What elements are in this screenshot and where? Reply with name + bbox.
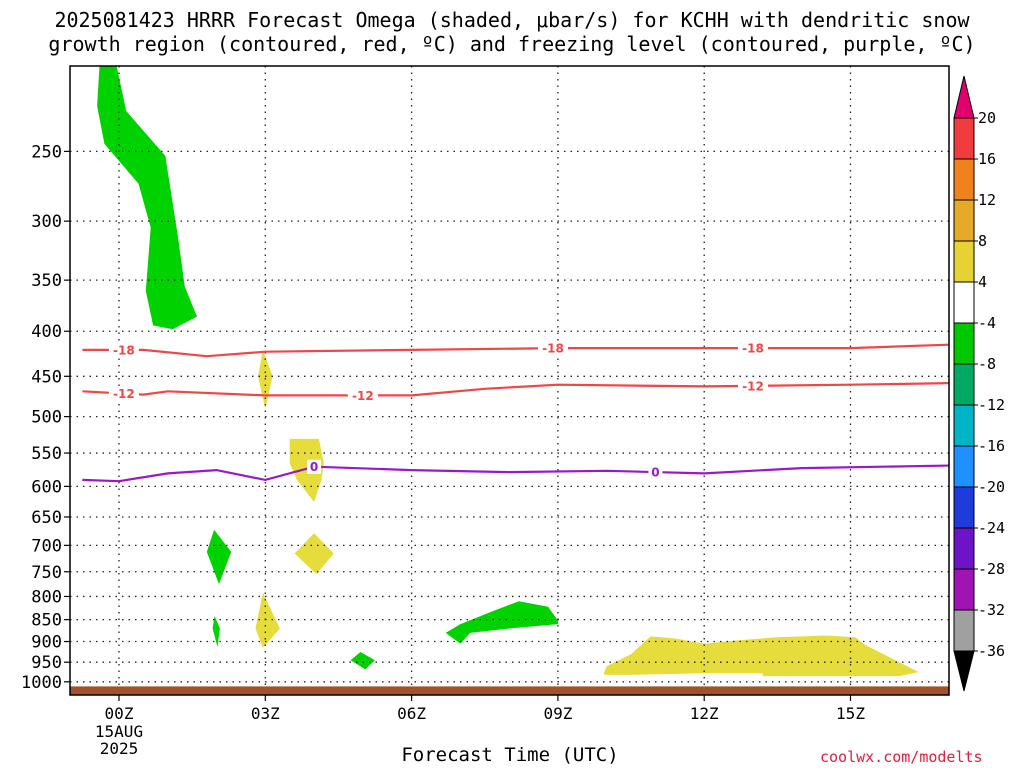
y-tick-label-750: 750: [31, 563, 62, 583]
contour-label-bg-1-1: [347, 388, 378, 403]
contour-label-bg-1-2: [737, 378, 768, 393]
contour-label-1-0: -12: [113, 387, 135, 401]
credit-link[interactable]: coolwx.com/modelts: [820, 748, 983, 766]
y-tick-label-500: 500: [31, 408, 62, 428]
colorbar-band-7: [953, 363, 975, 406]
colorbar-label-13: -36: [978, 642, 1005, 660]
plot-area: -18 -18 -18 -12 -12 -12 0 0: [70, 66, 949, 695]
colorbar-label-4: 4: [978, 273, 987, 291]
colorbar-label-3: 8: [978, 232, 987, 250]
contour-label-bg-0-1: [538, 341, 569, 356]
y-tick-label-350: 350: [31, 271, 62, 291]
contour-line--12-1: [82, 382, 949, 397]
x-tick-label-12Z: 12Z: [690, 704, 719, 723]
x-tick-label-15Z: 15Z: [836, 704, 865, 723]
x-tick-label-09Z: 09Z: [543, 704, 572, 723]
colorbar-band-12: [953, 568, 975, 611]
y-tick-label-850: 850: [31, 611, 62, 631]
sinking-motion-region-8: [255, 592, 280, 648]
contour-label-2-1: 0: [651, 466, 659, 480]
ground-bar: [70, 686, 949, 695]
y-tick-label-250: 250: [31, 142, 62, 162]
y-tick-label-400: 400: [31, 322, 62, 342]
colorbar-band-2: [953, 158, 975, 201]
contour-label-bg-2-0: [307, 459, 322, 474]
colorbar-band-9: [953, 445, 975, 488]
y-tick-label-700: 700: [31, 536, 62, 556]
colorbar-label-5: -4: [978, 314, 996, 332]
x-tick-label-06Z: 06Z: [397, 704, 426, 723]
colorbar-band-8: [953, 404, 975, 447]
contour-label-bg-1-0: [108, 386, 139, 401]
chart-subtitle: growth region (contoured, red, ºC) and f…: [48, 32, 976, 56]
sinking-motion-region-7: [294, 533, 334, 575]
colorbar-band-6: [953, 322, 975, 365]
colorbar-label-1: 16: [978, 150, 996, 168]
colorbar-label-6: -8: [978, 355, 996, 373]
contour-label-bg-0-2: [737, 341, 768, 356]
rising-motion-region-2: [212, 616, 220, 647]
colorbar-label-11: -28: [978, 560, 1005, 578]
y-tick-label-300: 300: [31, 212, 62, 232]
colorbar-label-8: -16: [978, 437, 1005, 455]
x-tick-sublabel-0: 15AUG: [95, 722, 143, 741]
x-tick-label-03Z: 03Z: [251, 704, 280, 723]
sinking-motion-region-6: [289, 438, 324, 502]
contour-line--18-0: [82, 343, 949, 358]
rising-motion-region-3: [350, 652, 375, 670]
colorbar-label-12: -32: [978, 601, 1005, 619]
contour-label-0-1: -18: [542, 342, 564, 356]
rising-motion-region-0: [97, 66, 197, 330]
contour-label-2-0: 0: [310, 460, 318, 474]
colorbar-band-11: [953, 527, 975, 570]
y-tick-label-450: 450: [31, 367, 62, 387]
y-tick-label-800: 800: [31, 587, 62, 607]
y-tick-label-650: 650: [31, 508, 62, 528]
colorbar-band-3: [953, 199, 975, 242]
x-tick-sublabel-1: 2025: [100, 739, 139, 758]
colorbar-band-10: [953, 486, 975, 529]
contour-label-0-2: -18: [742, 342, 764, 356]
colorbar-label-10: -24: [978, 519, 1005, 537]
sinking-motion-region-9: [604, 635, 919, 677]
contour-label-bg-0-0: [108, 342, 139, 357]
y-tick-label-1000: 1000: [21, 673, 62, 693]
rising-motion-region-4: [445, 601, 558, 644]
colorbar-label-7: -12: [978, 396, 1005, 414]
contour-label-1-2: -12: [742, 379, 764, 393]
y-tick-label-600: 600: [31, 477, 62, 497]
colorbar-band-4: [953, 240, 975, 283]
colorbar-label-2: 12: [978, 191, 996, 209]
plot-frame: [69, 65, 950, 696]
contour-label-bg-2-1: [648, 465, 663, 480]
y-tick-label-550: 550: [31, 444, 62, 464]
contour-line-0-2: [82, 464, 949, 483]
colorbar-label-9: -20: [978, 478, 1005, 496]
x-tick-label-00Z: 00Z: [105, 704, 134, 723]
colorbar-bottom-arrow: [953, 650, 975, 692]
colorbar-top-arrow: [953, 75, 975, 119]
y-tick-label-900: 900: [31, 633, 62, 653]
colorbar-label-0: 20: [978, 109, 996, 127]
contour-label-1-1: -12: [352, 389, 374, 403]
chart-title: 2025081423 HRRR Forecast Omega (shaded, …: [54, 8, 970, 32]
rising-motion-region-1: [206, 529, 232, 585]
x-axis-label: Forecast Time (UTC): [401, 744, 619, 766]
contour-label-0-0: -18: [113, 343, 135, 357]
colorbar-band-5: [953, 281, 975, 324]
y-tick-label-950: 950: [31, 653, 62, 673]
colorbar-band-1: [953, 117, 975, 160]
colorbar-band-13: [953, 609, 975, 652]
